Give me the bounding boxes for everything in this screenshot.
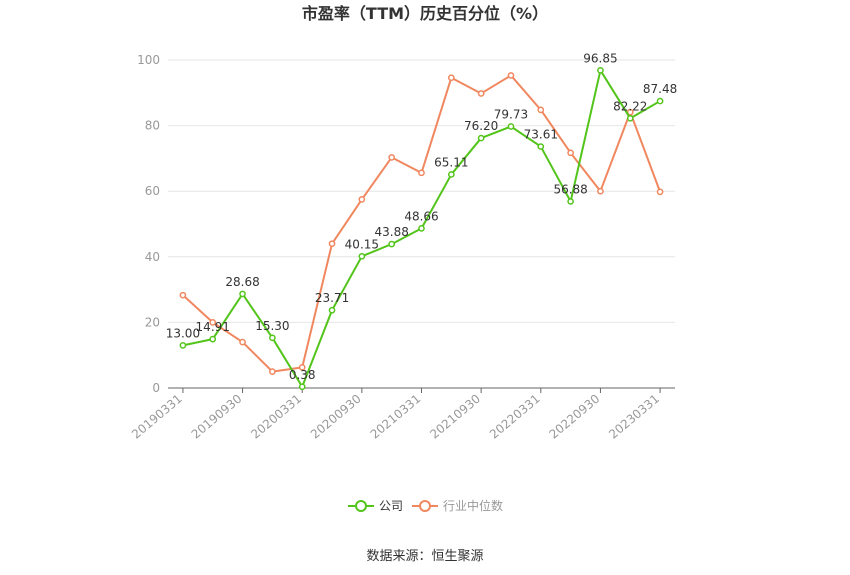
- x-tick-label: 20190331: [129, 392, 185, 442]
- company-data-point: [597, 66, 604, 74]
- industry-median-data-point: [626, 108, 634, 116]
- company-data-point: [358, 252, 366, 260]
- company-data-label: 76.20: [464, 119, 498, 133]
- industry-median-data-point: [269, 368, 276, 375]
- company-data-point: [418, 225, 425, 232]
- y-tick-label: 20: [145, 315, 160, 329]
- company-data-label: 23.71: [315, 291, 349, 305]
- company-data-point: [567, 198, 574, 205]
- company-data-point: [447, 171, 455, 178]
- company-data-label: 96.85: [583, 51, 617, 65]
- industry-median-data-point: [567, 149, 574, 157]
- company-data-label: 0.38: [289, 368, 316, 382]
- company-data-point: [537, 143, 545, 150]
- industry-median-data-point: [507, 72, 515, 79]
- company-data-label: 79.73: [494, 107, 528, 121]
- company-data-point: [179, 342, 187, 349]
- y-tick-label: 0: [152, 381, 160, 395]
- industry-median-data-point: [358, 196, 366, 203]
- industry-median-data-point: [388, 154, 396, 161]
- company-data-label: 56.88: [553, 182, 587, 196]
- legend-industry-marker: [419, 500, 431, 512]
- data-source-note: 数据来源：恒生聚源: [366, 549, 484, 564]
- company-data-label: 48.66: [404, 209, 438, 223]
- x-tick-label: 20230331: [606, 392, 662, 442]
- x-tick-label: 20220930: [547, 392, 603, 442]
- company-data-label: 73.61: [524, 128, 558, 142]
- company-data-label: 43.88: [374, 225, 408, 239]
- x-tick-label: 20210930: [427, 392, 483, 442]
- company-data-point: [328, 306, 336, 314]
- company-data-label: 82.22: [613, 99, 647, 113]
- company-data-point: [388, 240, 396, 248]
- x-tick-label: 20200331: [248, 392, 304, 442]
- company-data-point: [298, 383, 306, 391]
- company-data-point: [477, 134, 485, 142]
- industry-median-data-point: [179, 291, 187, 299]
- industry-median-data-point: [537, 106, 545, 114]
- y-tick-label: 60: [145, 184, 160, 198]
- y-tick-label: 80: [145, 119, 160, 133]
- x-tick-label: 20190930: [189, 392, 245, 442]
- x-tick-label: 20210331: [368, 392, 424, 442]
- industry-median-data-point: [597, 187, 604, 195]
- y-tick-label: 100: [137, 53, 160, 67]
- company-data-label: 65.11: [434, 155, 468, 169]
- industry-median-data-point: [656, 188, 664, 196]
- industry-median-data-point: [239, 338, 246, 346]
- industry-median-data-point: [328, 240, 336, 248]
- company-data-point: [239, 290, 246, 298]
- company-data-label: 87.48: [643, 82, 677, 96]
- industry-median-data-point: [447, 74, 455, 82]
- legend-industry-label: 行业中位数: [443, 498, 503, 513]
- company-data-point: [656, 97, 664, 105]
- company-data-point: [507, 123, 515, 130]
- industry-median-data-point: [209, 319, 217, 326]
- company-data-label: 40.15: [345, 237, 379, 251]
- y-tick-label: 40: [145, 250, 160, 264]
- company-data-point: [269, 334, 276, 342]
- chart-title: 市盈率（TTM）历史百分位（%）: [302, 4, 548, 23]
- industry-median-data-point: [477, 90, 485, 97]
- industry-median-data-point: [418, 169, 425, 177]
- x-tick-label: 20220331: [487, 392, 543, 442]
- x-tick-label: 20200930: [308, 392, 364, 442]
- company-data-point: [209, 335, 217, 343]
- legend-company-label: 公司: [379, 499, 403, 513]
- company-data-point: [626, 114, 634, 122]
- company-data-label: 13.00: [166, 326, 200, 340]
- legend-company-marker: [355, 500, 367, 512]
- industry-median-data-point: [298, 363, 306, 371]
- company-data-label: 15.30: [255, 319, 289, 333]
- company-data-label: 28.68: [225, 275, 259, 289]
- company-data-label: 14.91: [196, 320, 230, 334]
